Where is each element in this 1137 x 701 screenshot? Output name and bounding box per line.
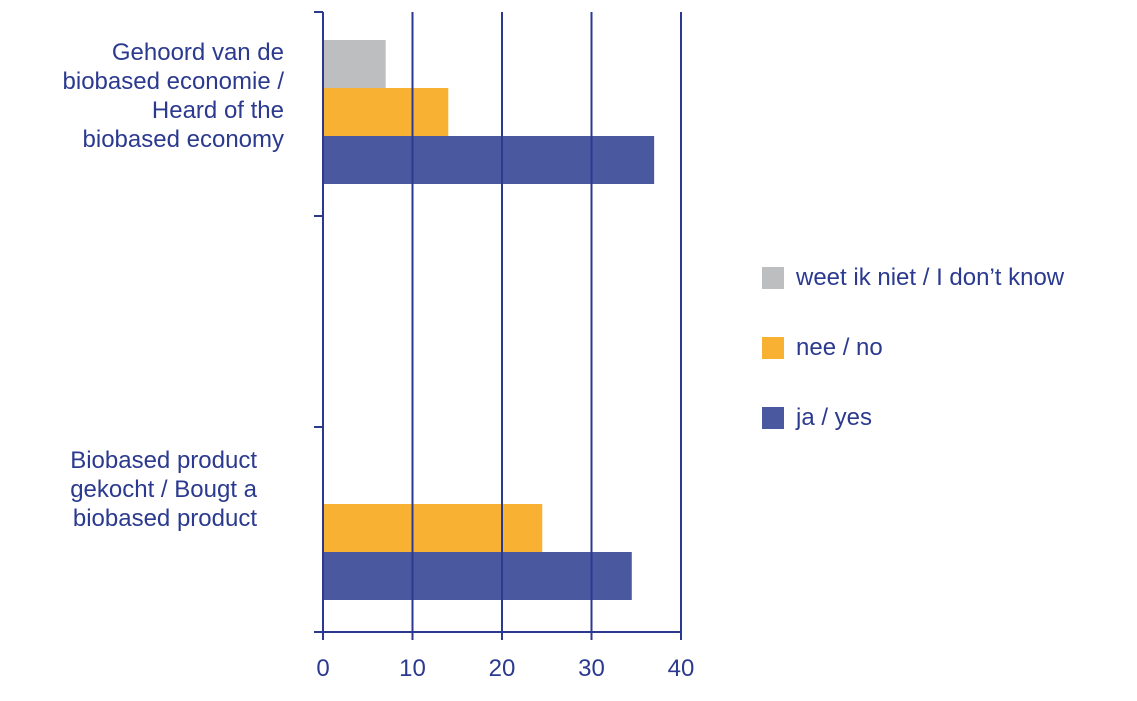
bar-no-1 — [323, 504, 543, 552]
x-tick-label-30: 30 — [578, 655, 605, 682]
x-tick-label-10: 10 — [399, 655, 426, 682]
legend-item-dont-know: weet ik niet / I don’t know — [762, 260, 1064, 295]
bar-yes-1 — [323, 552, 632, 600]
legend: weet ik niet / I don’t know nee / no ja … — [762, 260, 1064, 470]
legend-swatch-yes — [762, 406, 784, 429]
category-label-bought: Biobased product gekocht / Bougt a bioba… — [70, 447, 257, 532]
legend-swatch-dont-know — [762, 266, 784, 289]
legend-label-no: nee / no — [796, 333, 883, 361]
legend-item-yes: ja / yes — [762, 400, 1064, 435]
bar-yes-0 — [323, 136, 655, 184]
x-tick-label-40: 40 — [668, 655, 695, 682]
legend-label-yes: ja / yes — [796, 403, 873, 431]
x-tick-label-20: 20 — [489, 655, 516, 682]
legend-swatch-no — [762, 336, 784, 359]
category-label-heard: Gehoord van de biobased economie / Heard… — [62, 39, 284, 153]
legend-label-dont-know: weet ik niet / I don’t know — [796, 263, 1065, 291]
x-tick-label-0: 0 — [316, 655, 329, 682]
legend-item-no: nee / no — [762, 330, 1064, 365]
bar-dont-know-0 — [323, 40, 386, 88]
bar-no-0 — [323, 88, 449, 136]
